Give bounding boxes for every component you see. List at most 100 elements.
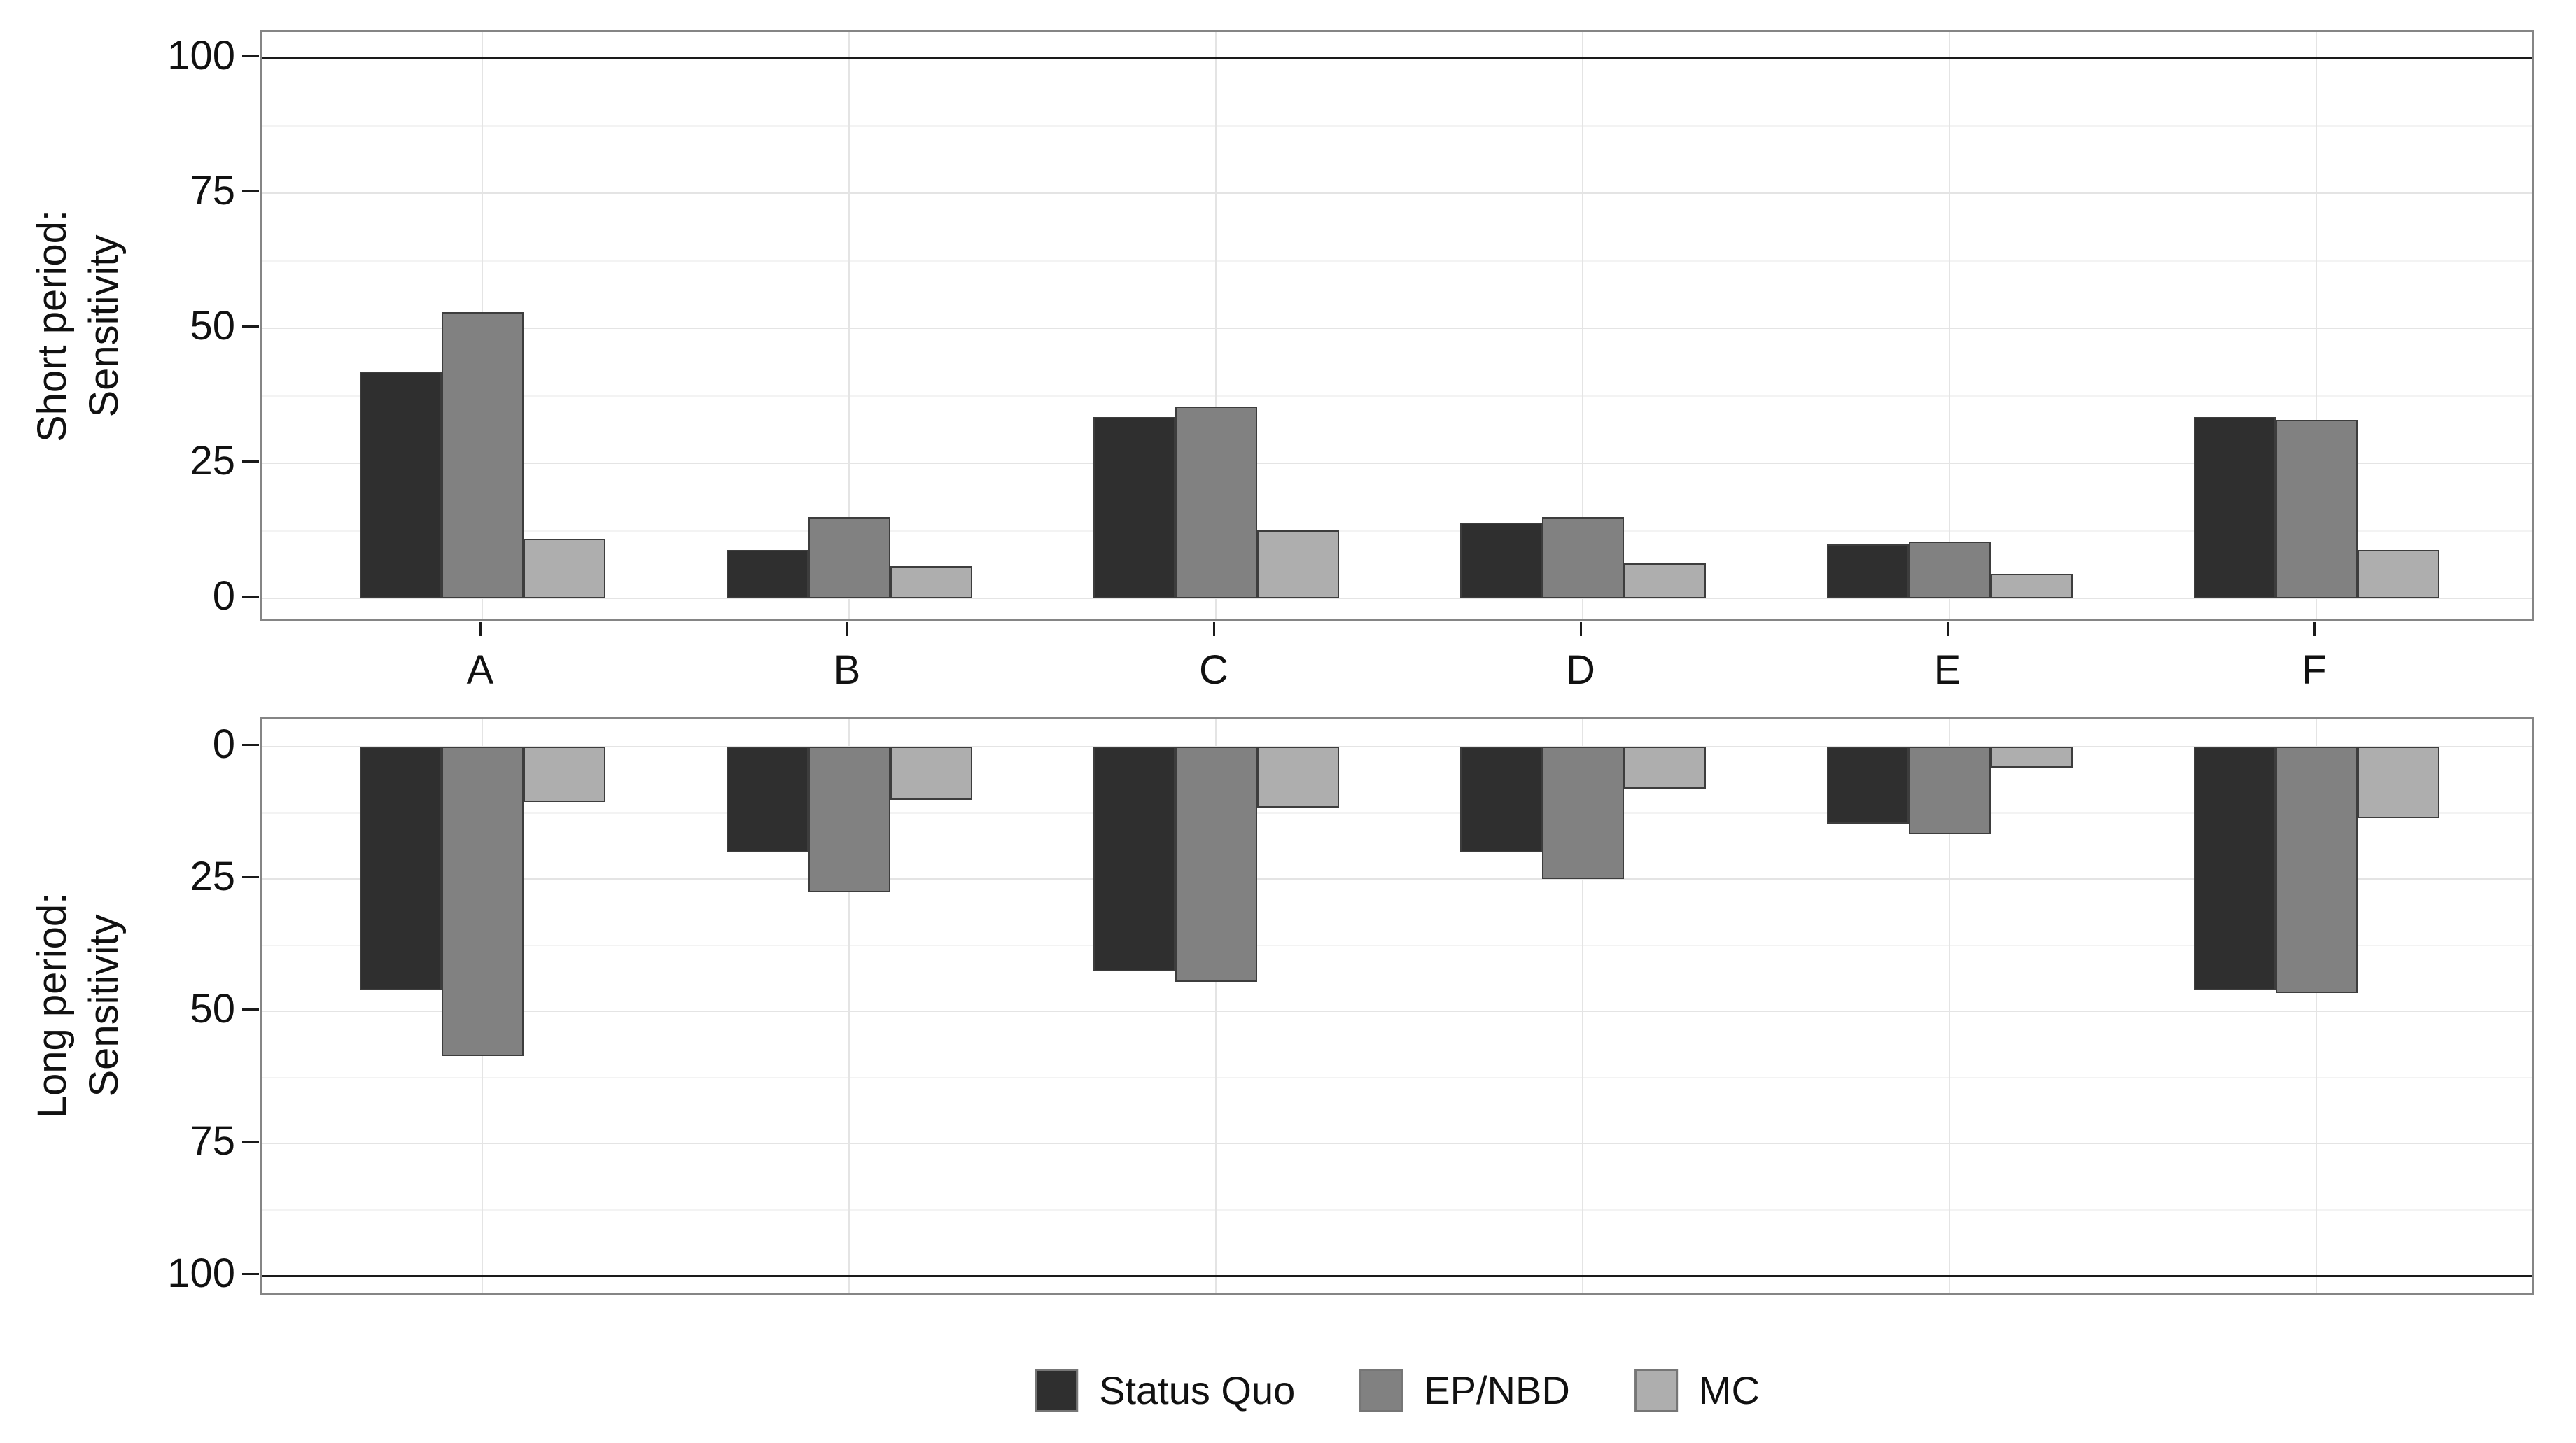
bar-short-B-ep-nbd [808,517,890,598]
bar-short-D-ep-nbd [1542,517,1624,598]
vertical-gridline [1949,32,1950,619]
minor-gridline [262,125,2532,127]
bar-short-D-mc [1624,563,1706,598]
minor-gridline [262,945,2532,946]
major-gridline [262,746,2532,747]
x-tick-label: D [1566,647,1595,693]
bar-long-B-mc [890,747,972,800]
y-tick-mark [242,1273,259,1275]
bar-long-D-ep-nbd [1542,747,1624,879]
bar-short-D-status-quo [1460,523,1542,598]
bar-short-C-mc [1257,530,1339,598]
bar-short-A-mc [524,539,606,598]
minor-gridline [262,530,2532,532]
bar-long-A-mc [524,747,606,802]
y-tick-label: 75 [190,1118,235,1164]
vertical-gridline [2316,32,2317,619]
x-tick-mark [846,622,848,636]
minor-gridline [262,812,2532,814]
bar-long-B-status-quo [727,747,808,852]
bar-short-F-status-quo [2194,417,2276,598]
minor-gridline [262,395,2532,397]
panel-long [260,717,2534,1295]
major-gridline [262,1143,2532,1144]
bar-short-E-ep-nbd [1909,542,1991,598]
vertical-gridline [1582,719,1583,1293]
x-tick-mark [479,622,482,636]
bar-long-F-status-quo [2194,747,2276,990]
bar-long-D-status-quo [1460,747,1542,852]
major-gridline [262,192,2532,194]
bar-long-C-status-quo [1093,747,1175,971]
bar-short-F-ep-nbd [2276,420,2358,598]
vertical-gridline [848,719,850,1293]
y-tick-label: 0 [212,722,235,767]
panel-short [260,30,2534,621]
bar-short-E-status-quo [1827,544,1909,598]
legend-key-swatch [1359,1369,1404,1412]
x-tick-mark [1580,622,1582,636]
bar-short-F-mc [2358,550,2440,598]
bar-short-C-status-quo [1093,417,1175,598]
y-tick-mark [242,325,259,328]
x-tick-label: E [1933,647,1961,693]
vertical-gridline [2316,719,2317,1293]
bar-short-A-status-quo [360,372,442,598]
bar-long-E-ep-nbd [1909,747,1991,834]
y-tick-label: 75 [190,168,235,213]
legend-key-swatch [1634,1369,1678,1412]
bar-long-A-ep-nbd [442,747,524,1056]
bar-long-C-mc [1257,747,1339,808]
legend-item-label: MC [1698,1368,1760,1412]
y-tick-label: 25 [190,854,235,899]
bar-short-A-ep-nbd [442,312,524,598]
y-tick-label: 50 [190,303,235,349]
x-tick-mark [1213,622,1215,636]
vertical-gridline [1215,719,1217,1293]
legend-item-status-quo: Status Quo [1035,1369,1295,1412]
minor-gridline [262,1077,2532,1078]
x-tick-label: F [2302,647,2327,693]
major-gridline [262,878,2532,880]
legend-key-swatch [1035,1369,1079,1412]
major-gridline [262,328,2532,329]
bar-long-F-mc [2358,747,2440,818]
bar-long-F-ep-nbd [2276,747,2358,993]
x-tick-label: B [833,647,861,693]
major-gridline [262,598,2532,599]
y-tick-mark [242,190,259,192]
bar-long-E-status-quo [1827,747,1909,824]
major-gridline [262,1011,2532,1012]
legend-item-mc: MC [1634,1369,1760,1412]
vertical-gridline [1949,719,1950,1293]
legend: Status Quo EP/NBD MC [1035,1369,1760,1412]
y-tick-mark [242,876,259,878]
vertical-gridline [1582,32,1583,619]
y-tick-label: 100 [167,1251,235,1296]
y-tick-mark [242,744,259,746]
reference-line-100 [262,1275,2532,1277]
bar-long-A-status-quo [360,747,442,990]
legend-item-label: EP/NBD [1424,1368,1570,1412]
y-tick-mark [242,460,259,463]
vertical-gridline [848,32,850,619]
y-tick-label: 25 [190,438,235,484]
y-tick-label: 100 [167,33,235,78]
bar-long-C-ep-nbd [1175,747,1257,982]
y-tick-label: 0 [212,573,235,619]
y-tick-mark [242,596,259,598]
x-tick-mark [1947,622,1949,636]
legend-item-label: Status Quo [1099,1368,1296,1412]
x-tick-label: C [1199,647,1228,693]
x-tick-label: A [466,647,494,693]
y-tick-label: 50 [190,986,235,1032]
bar-short-B-mc [890,566,972,598]
reference-line-100 [262,57,2532,59]
minor-gridline [262,260,2532,262]
bar-long-E-mc [1991,747,2073,768]
bar-long-B-ep-nbd [808,747,890,892]
bar-short-E-mc [1991,574,2073,598]
bar-short-B-status-quo [727,550,808,598]
legend-item-ep-nbd: EP/NBD [1359,1369,1570,1412]
